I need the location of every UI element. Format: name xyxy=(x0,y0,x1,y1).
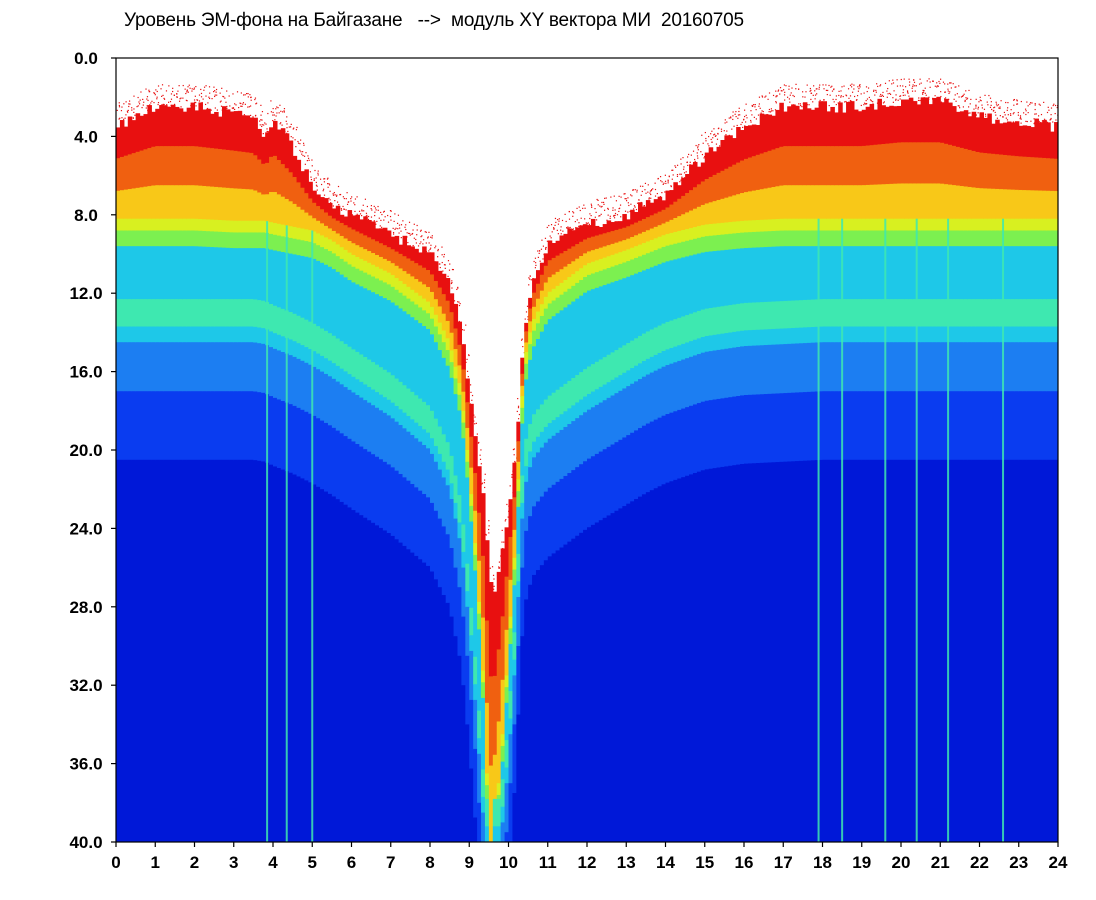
x-tick-label: 6 xyxy=(347,853,356,872)
streak xyxy=(841,218,844,842)
x-tick-label: 3 xyxy=(229,853,238,872)
y-tick-label: 24.0 xyxy=(69,519,102,538)
streak xyxy=(1002,218,1005,842)
x-tick-label: 9 xyxy=(465,853,474,872)
x-tick-label: 11 xyxy=(539,853,557,872)
streak xyxy=(915,218,918,842)
y-tick-label: 12.0 xyxy=(69,284,102,303)
x-tick-label: 17 xyxy=(774,853,793,872)
y-tick-label: 28.0 xyxy=(69,598,102,617)
chart-title: Уровень ЭМ-фона на Байгазане --> модуль … xyxy=(124,10,744,31)
x-tick-label: 15 xyxy=(695,853,714,872)
x-tick-label: 13 xyxy=(617,853,636,872)
x-tick-label: 8 xyxy=(425,853,434,872)
heatmap-cells xyxy=(116,78,1058,842)
x-tick-label: 4 xyxy=(268,853,278,872)
y-tick-label: 40.0 xyxy=(69,833,102,852)
y-tick-label: 8.0 xyxy=(74,206,98,225)
x-tick-label: 0 xyxy=(111,853,120,872)
x-tick-label: 10 xyxy=(499,853,518,872)
x-tick-label: 18 xyxy=(813,853,832,872)
heatmap-area xyxy=(116,78,1058,842)
x-tick-label: 14 xyxy=(656,853,675,872)
x-tick-label: 24 xyxy=(1049,853,1068,872)
x-tick-label: 2 xyxy=(190,853,199,872)
x-tick-label: 16 xyxy=(735,853,754,872)
streak xyxy=(884,218,887,842)
x-tick-label: 20 xyxy=(892,853,911,872)
x-tick-label: 23 xyxy=(1009,853,1028,872)
streak xyxy=(817,218,820,842)
x-axis: 0 1 2 3 4 5 6 7 8 9 10 11 12 13 14 15 16 17 18 19 20 21 22 23 24 xyxy=(111,842,1068,872)
x-tick-label: 19 xyxy=(852,853,871,872)
x-tick-label: 12 xyxy=(578,853,597,872)
y-tick-label: 32.0 xyxy=(69,676,102,695)
x-tick-label: 7 xyxy=(386,853,395,872)
x-tick-label: 1 xyxy=(151,853,160,872)
y-tick-label: 4.0 xyxy=(74,127,98,146)
y-tick-label: 20.0 xyxy=(69,441,102,460)
y-tick-label: 16.0 xyxy=(69,363,102,382)
streak xyxy=(311,230,314,842)
streak xyxy=(285,225,288,842)
streak xyxy=(947,218,950,842)
streak xyxy=(266,221,269,842)
y-tick-label: 0.0 xyxy=(74,49,98,68)
x-tick-label: 21 xyxy=(931,853,950,872)
y-tick-label: 36.0 xyxy=(69,755,102,774)
x-tick-label: 22 xyxy=(970,853,989,872)
x-tick-label: 5 xyxy=(308,853,317,872)
y-axis: 0.0 4.0 8.0 12.0 16.0 20.0 24.0 28.0 32.0 36.0 40.… xyxy=(69,49,116,852)
